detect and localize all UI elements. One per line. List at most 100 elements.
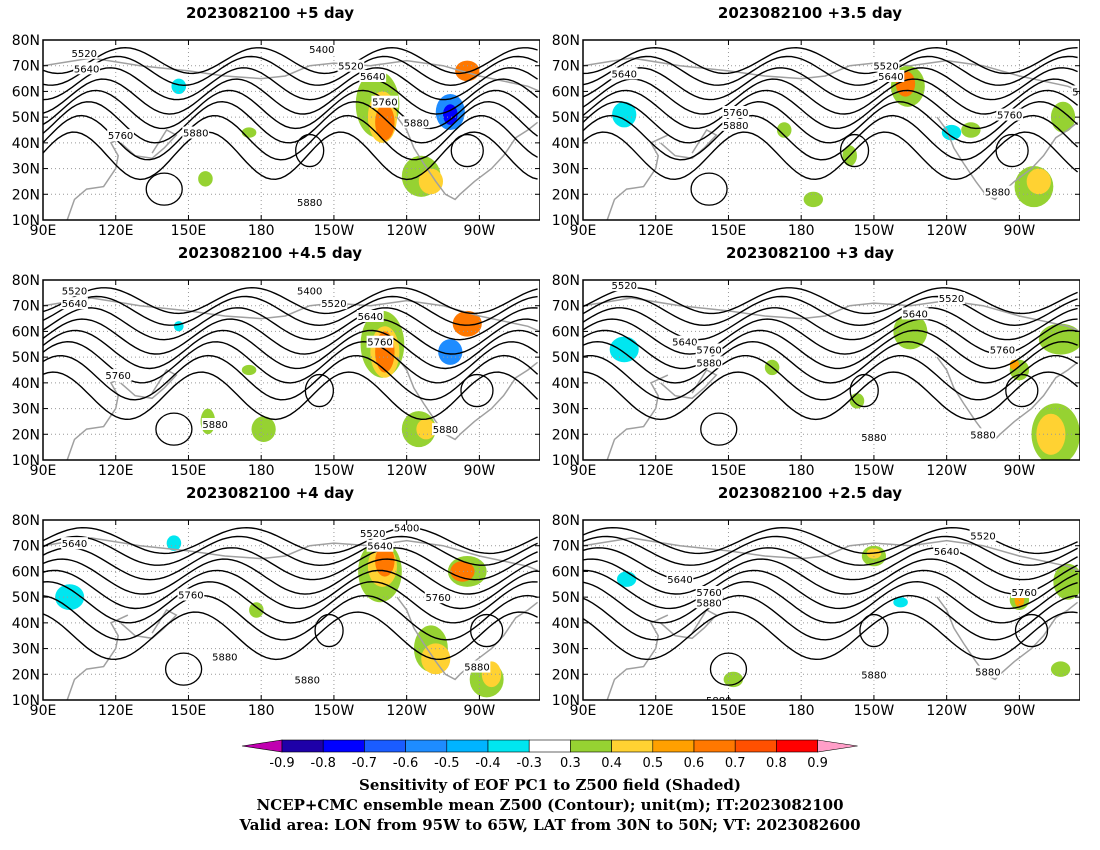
lon-tick-label: 120E — [98, 703, 134, 719]
contour-label-bg — [107, 129, 134, 142]
z500-contour-closed — [700, 412, 738, 446]
z500-contour — [43, 89, 539, 130]
z500-contour — [43, 558, 538, 595]
colorbar-tick-label: -0.7 — [352, 756, 377, 771]
z500-map: 5400 5520 5640 5640 5760 5760 5880 5880 5880 80N 7… — [12, 513, 540, 719]
contour-label: 5880 — [202, 420, 227, 431]
lat-tick-label: 30N — [12, 642, 40, 658]
z500-contour — [43, 114, 538, 161]
panel-title: 2023082100 +3 day — [726, 244, 894, 262]
colorbar-arrow-low — [241, 739, 283, 753]
z500-contour — [583, 340, 1078, 384]
lat-tick-label: 80N — [12, 33, 40, 49]
contour-label-bg — [938, 292, 965, 304]
colorbar-tick-label: 0.8 — [766, 756, 787, 771]
z500-contour — [43, 547, 538, 581]
contour-label-bg — [61, 284, 88, 297]
lon-tick-label: 90W — [1004, 463, 1036, 479]
contour-label: 5880 — [985, 188, 1010, 199]
contour-label: 5520 — [611, 281, 636, 292]
contour-label: 5640 — [62, 299, 87, 310]
contour-label-bg — [296, 284, 324, 297]
colorbar-tick-label: -0.6 — [393, 756, 418, 771]
z500-contour — [43, 354, 539, 401]
colorbar-segment — [281, 739, 324, 753]
lat-tick-label: 60N — [552, 84, 580, 100]
map-frame — [582, 519, 1080, 701]
contour-label-bg — [1010, 586, 1038, 598]
lon-tick-label: 120W — [386, 463, 427, 479]
contour-label: 5880 — [696, 598, 721, 609]
sensitivity-shading — [438, 339, 463, 365]
map-panel-plus3p5day: 2023082100 +3.5 day 55205640564054005760… — [540, 4, 1080, 244]
contour-label-bg — [860, 668, 888, 681]
z500-contour — [583, 580, 1078, 624]
colorbar-tick-label: -0.9 — [269, 756, 294, 771]
z500-contour — [43, 611, 538, 661]
sensitivity-shading — [241, 127, 257, 138]
z500-contour — [583, 355, 1078, 401]
contour-label-bg — [182, 126, 210, 139]
contour-label: 5640 — [611, 69, 636, 80]
colorbar-tick-label: 0.7 — [725, 756, 746, 771]
contour-label: 5640 — [367, 542, 392, 553]
lon-tick-label: 90W — [1004, 703, 1036, 719]
colorbar-tick-label: -0.8 — [311, 756, 336, 771]
map-frame — [582, 279, 1080, 461]
contour-label-bg — [872, 59, 900, 72]
sensitivity-shading — [776, 122, 792, 138]
lat-tick-label: 10N — [12, 213, 40, 229]
contour-label-bg — [610, 67, 638, 80]
z500-contour — [583, 295, 1078, 327]
colorbar-tick-label: 0.5 — [642, 756, 663, 771]
z500-contour — [43, 67, 538, 101]
z500-contour — [583, 611, 1078, 661]
z500-map: 5520 5400 5640 5520 5640 5760 5760 5880 5880 80N 7… — [12, 273, 540, 479]
lat-tick-label: 40N — [12, 136, 40, 152]
contour-label: 5400 — [394, 524, 419, 535]
lat-tick-label: 40N — [552, 376, 580, 392]
lon-tick-label: 120W — [926, 463, 967, 479]
sensitivity-shading — [455, 60, 480, 82]
contour-label: 5640 — [360, 72, 385, 83]
z500-contour — [583, 100, 1079, 144]
sensitivity-shading — [1038, 323, 1080, 355]
lat-tick-label: 30N — [12, 162, 40, 178]
contour-label-bg — [996, 108, 1024, 121]
contour-label: 5520 — [970, 531, 995, 542]
contour-label-bg — [61, 297, 88, 310]
sensitivity-shading — [609, 336, 639, 363]
lon-tick-label: 90W — [464, 223, 496, 239]
contour-label-bg — [666, 573, 694, 586]
contour-label-bg — [974, 665, 1002, 678]
sensitivity-colorbar: -0.9 -0.8 -0.7 -0.6 -0.5 -0.4 -0.3 0.3 0.4 0.5 0.6… — [241, 739, 858, 771]
colorbar-tick-label: -0.5 — [434, 756, 459, 771]
contour-label-bg — [877, 70, 905, 82]
lat-tick-label: 20N — [552, 187, 580, 203]
z500-map: 5520564056405400576058805760588080N70N60… — [552, 33, 1080, 239]
z500-contour-closed — [995, 133, 1029, 168]
lon-tick-label: 150W — [314, 703, 355, 719]
contour-label: 5760 — [108, 131, 133, 142]
lat-tick-label: 10N — [12, 693, 40, 709]
lon-tick-label: 90W — [1004, 223, 1036, 239]
lon-tick-label: 180 — [788, 703, 815, 719]
lon-tick-label: 150E — [711, 463, 747, 479]
sensitivity-shading — [1036, 413, 1066, 455]
contour-label-bg — [463, 660, 491, 673]
z500-contour — [583, 287, 1078, 315]
z500-contour-closed — [295, 133, 325, 168]
z500-contour-closed — [304, 373, 335, 408]
colorbar-segment — [405, 739, 448, 753]
z500-contour — [583, 535, 1078, 566]
coastline — [43, 537, 540, 573]
contour-label: 5520 — [62, 286, 87, 297]
z500-contour — [583, 307, 1078, 341]
colorbar-arrow-high — [817, 739, 858, 753]
coastline — [583, 297, 1080, 333]
colorbar-segment — [487, 739, 530, 753]
map-panel-plus4p5day: 2023082100 +4.5 day 5520 5400 5640 5520 5640… — [0, 244, 540, 484]
contour-label: 5880 — [723, 121, 748, 132]
lat-tick-label: 70N — [12, 59, 40, 75]
z500-contour-closed — [470, 613, 504, 648]
